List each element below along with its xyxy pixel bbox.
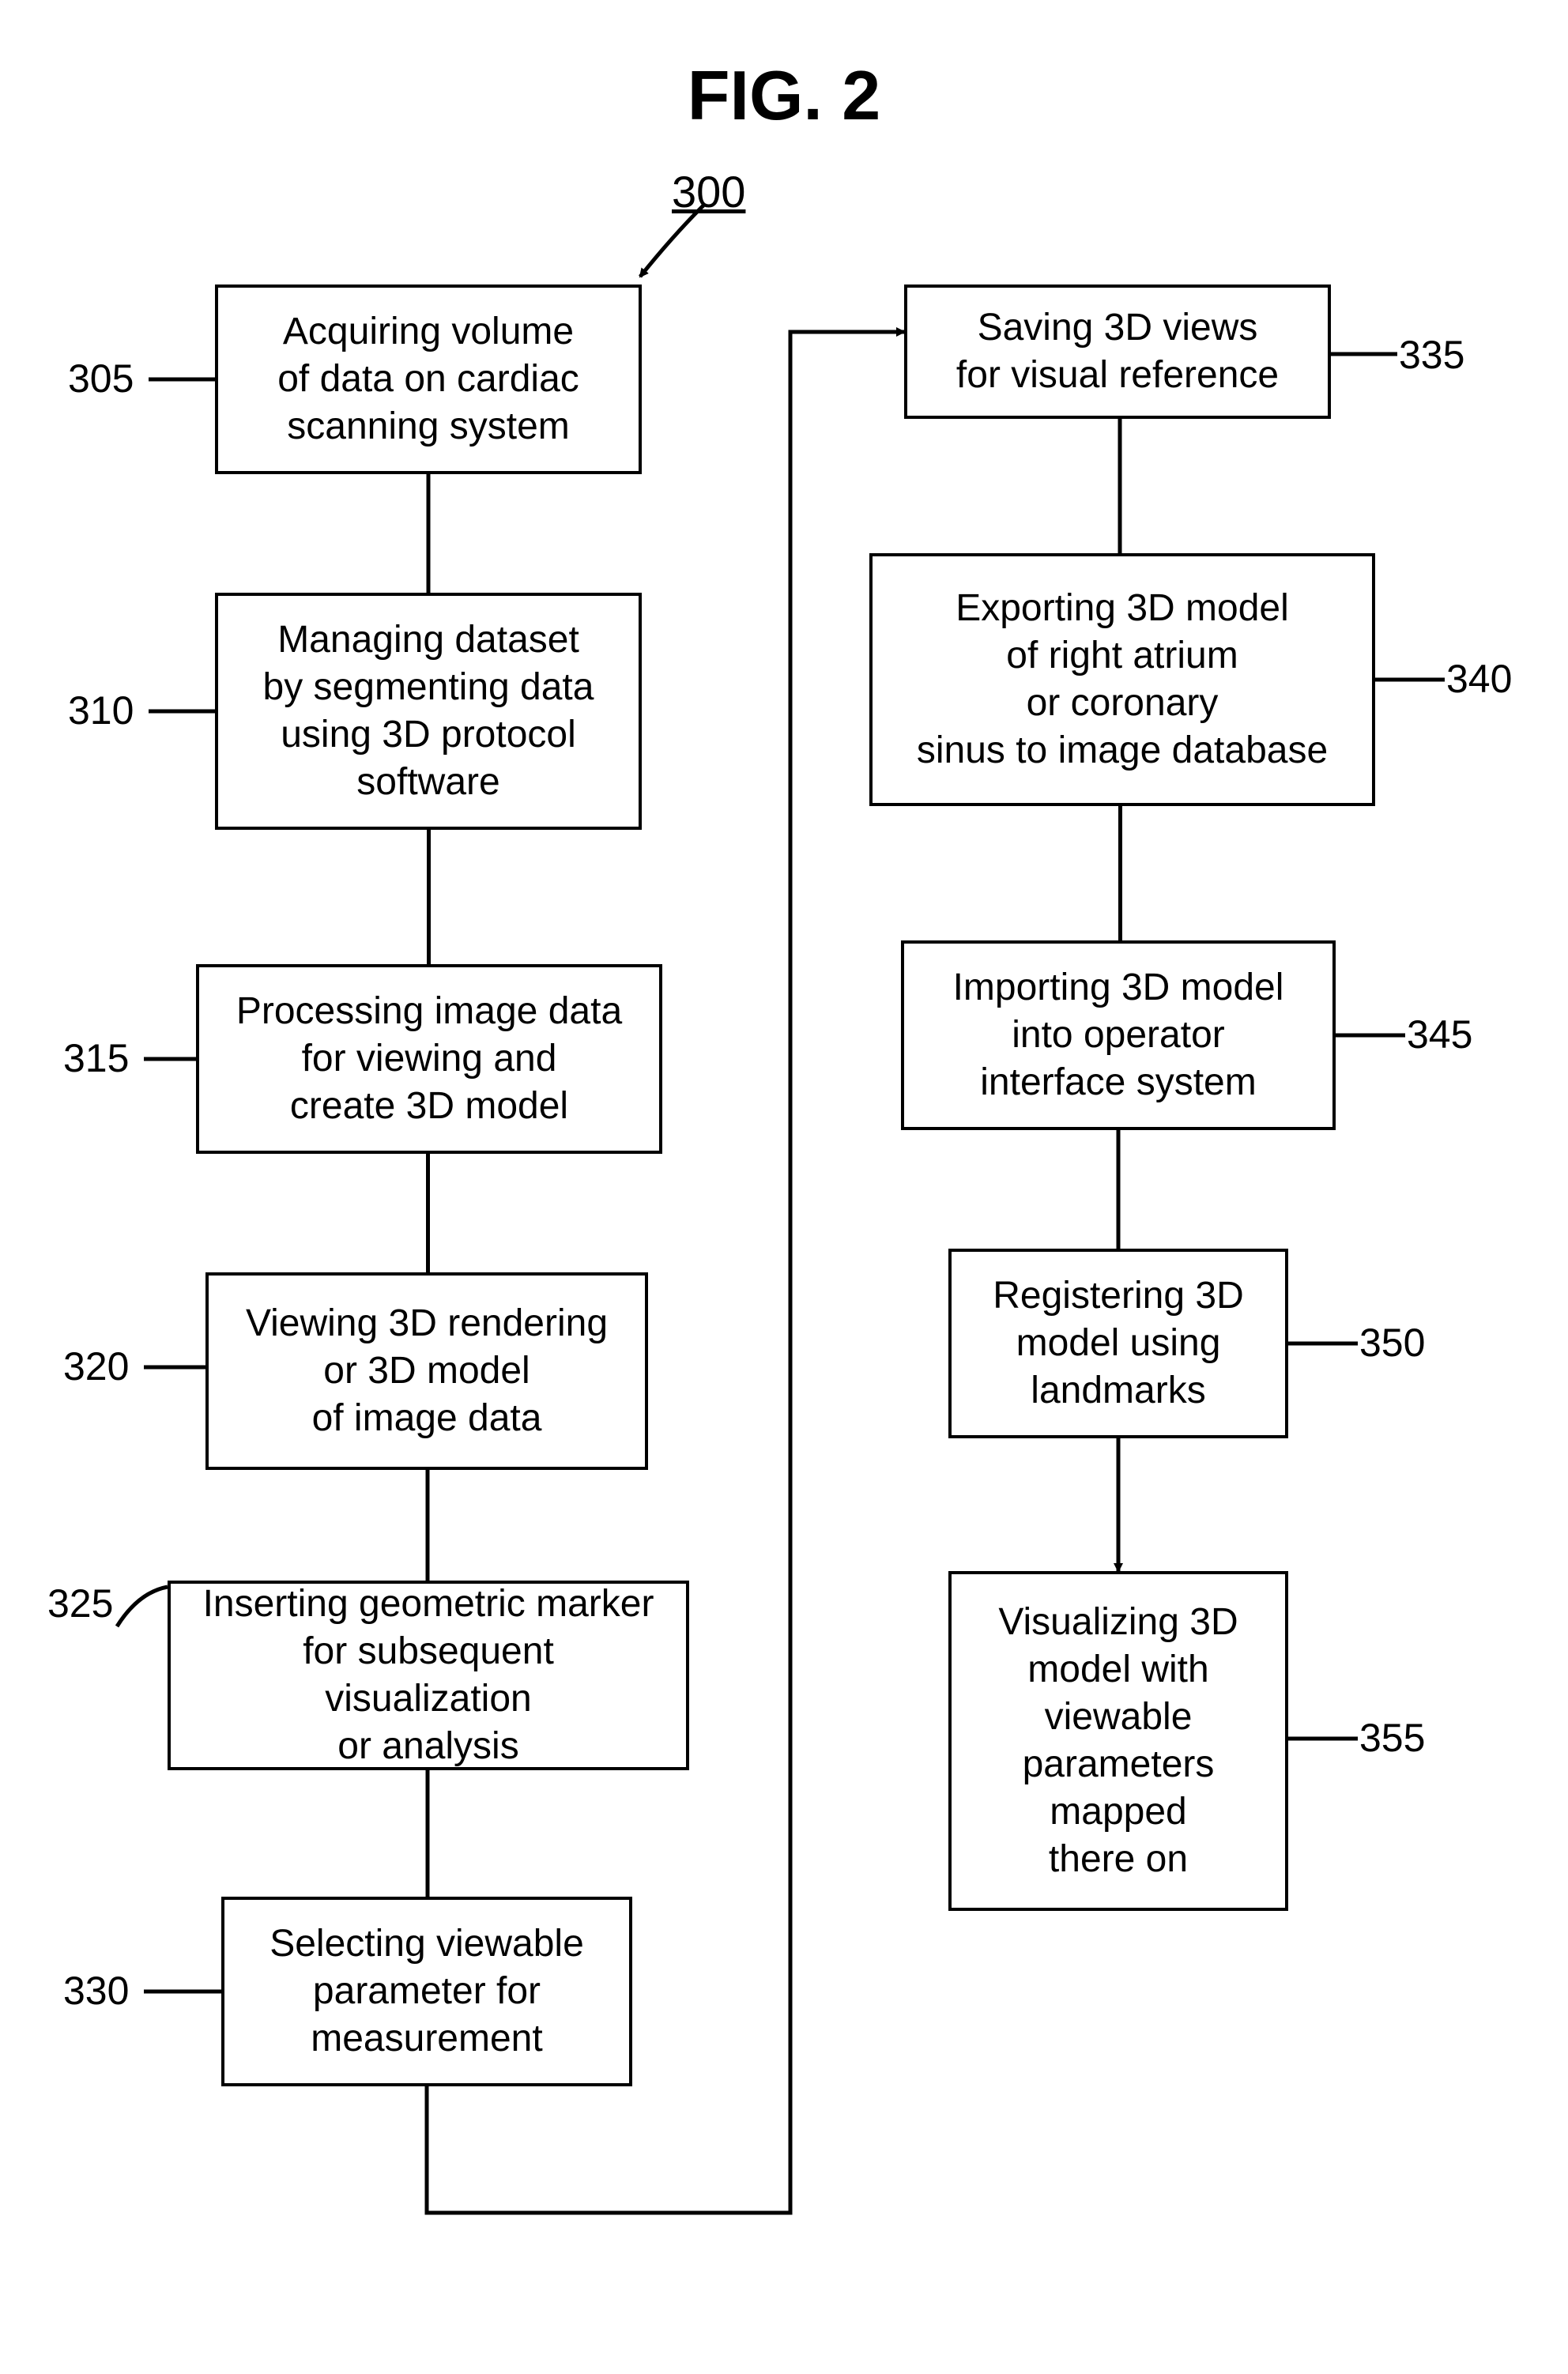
box-350: Registering 3Dmodel usinglandmarks [948,1249,1288,1438]
label-305: 305 [68,356,134,401]
box-340-text: Exporting 3D modelof right atriumor coro… [917,585,1328,774]
box-315: Processing image datafor viewing andcrea… [196,964,662,1154]
box-345: Importing 3D modelinto operatorinterface… [901,940,1336,1130]
box-315-text: Processing image datafor viewing andcrea… [236,988,622,1130]
box-310-text: Managing datasetby segmenting datausing … [263,616,594,806]
label-335: 335 [1399,332,1464,378]
figure-ref-number: 300 [672,166,745,217]
box-335: Saving 3D viewsfor visual reference [904,285,1331,419]
box-345-text: Importing 3D modelinto operatorinterface… [953,964,1284,1106]
label-315: 315 [63,1035,129,1081]
label-345: 345 [1407,1012,1472,1057]
box-355-text: Visualizing 3Dmodel withviewableparamete… [998,1599,1238,1883]
label-355: 355 [1359,1715,1425,1761]
box-310: Managing datasetby segmenting datausing … [215,593,642,830]
box-320: Viewing 3D renderingor 3D modelof image … [205,1272,648,1470]
box-305-text: Acquiring volumeof data on cardiacscanni… [277,308,579,450]
label-310: 310 [68,688,134,733]
box-350-text: Registering 3Dmodel usinglandmarks [993,1272,1243,1415]
box-325: Inserting geometric markerfor subsequent… [168,1581,689,1770]
box-325-text: Inserting geometric markerfor subsequent… [194,1581,662,1770]
box-330: Selecting viewableparameter formeasureme… [221,1897,632,2086]
label-330: 330 [63,1968,129,2014]
box-330-text: Selecting viewableparameter formeasureme… [270,1920,584,2063]
box-340: Exporting 3D modelof right atriumor coro… [869,553,1375,806]
label-350: 350 [1359,1320,1425,1366]
label-320: 320 [63,1343,129,1389]
box-335-text: Saving 3D viewsfor visual reference [956,304,1279,399]
box-305: Acquiring volumeof data on cardiacscanni… [215,285,642,474]
box-320-text: Viewing 3D renderingor 3D modelof image … [246,1300,608,1442]
figure-title: FIG. 2 [0,55,1568,136]
label-340: 340 [1446,656,1512,702]
label-325: 325 [47,1581,113,1626]
box-355: Visualizing 3Dmodel withviewableparamete… [948,1571,1288,1911]
